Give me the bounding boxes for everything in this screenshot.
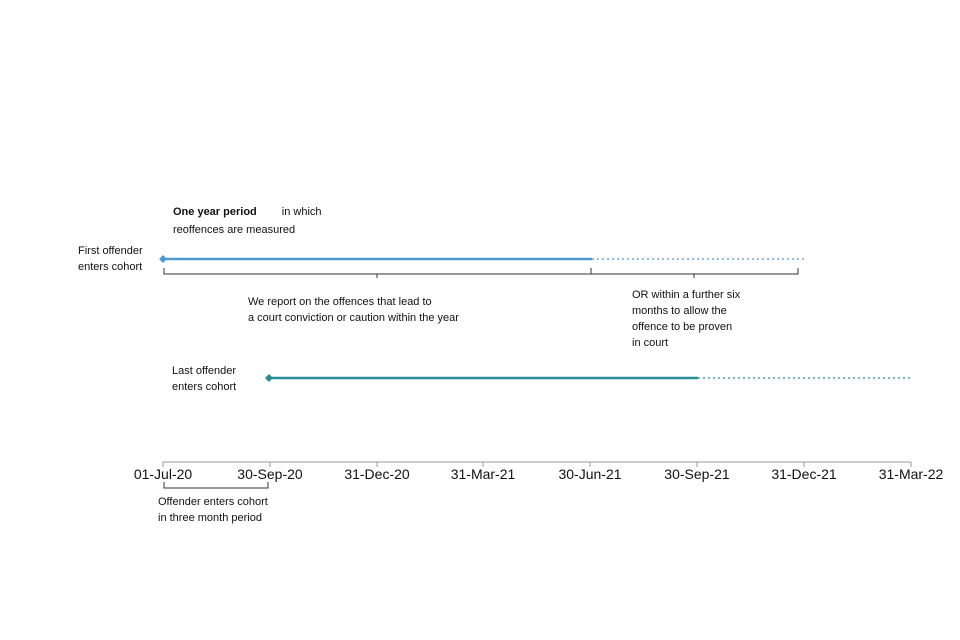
tick-label-31-mar-21: 31-Mar-21	[450, 466, 516, 482]
report-note: We report on the offences that lead to a…	[248, 296, 459, 324]
further-six-months-note: OR within a further six months to allow …	[632, 289, 741, 349]
last-offender-start-marker	[265, 374, 273, 382]
tick-label-31-dec-21: 31-Dec-21	[771, 466, 837, 482]
last-offender-label: Last offender enters cohort	[172, 365, 237, 393]
tick-label-31-dec-20: 31-Dec-20	[344, 466, 410, 482]
timeline-axis-ticks	[162, 462, 912, 467]
tick-label-30-jun-21: 30-Jun-21	[558, 466, 622, 482]
one-year-period-label: One year period in which reoffences are m…	[173, 206, 322, 236]
cohort-entry-bracket	[163, 482, 269, 489]
cohort-entry-note: Offender enters cohort in three month pe…	[158, 496, 268, 524]
tick-label-30-sep-21: 30-Sep-21	[664, 466, 730, 482]
tick-label-01-jul-20: 01-Jul-20	[133, 466, 193, 482]
further-six-months-bracket	[590, 268, 799, 278]
first-offender-start-marker	[159, 255, 167, 263]
tick-label-30-sep-20: 30-Sep-20	[237, 466, 303, 482]
tick-label-31-mar-22: 31-Mar-22	[878, 466, 944, 482]
one-year-bracket	[163, 268, 592, 278]
first-offender-label: First offender enters cohort	[78, 245, 143, 273]
